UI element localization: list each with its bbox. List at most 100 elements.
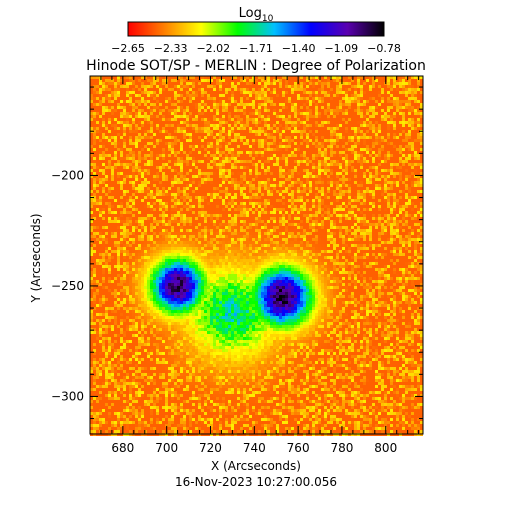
heatmap-cell xyxy=(372,181,375,184)
heatmap-cell xyxy=(135,175,138,178)
heatmap-cell xyxy=(315,187,318,190)
heatmap-cell xyxy=(399,148,402,151)
heatmap-cell xyxy=(168,106,171,109)
heatmap-cell xyxy=(276,94,279,97)
heatmap-cell xyxy=(147,121,150,124)
heatmap-cell xyxy=(168,136,171,139)
heatmap-cell xyxy=(243,121,246,124)
heatmap-cell xyxy=(396,139,399,142)
heatmap-cell xyxy=(222,127,225,130)
chart-title: Hinode SOT/SP - MERLIN : Degree of Polar… xyxy=(86,58,426,74)
heatmap-cell xyxy=(168,124,171,127)
heatmap-cell xyxy=(291,97,294,100)
heatmap-cell xyxy=(234,115,237,118)
heatmap-cell xyxy=(174,97,177,100)
heatmap-cell xyxy=(396,130,399,133)
heatmap-cell xyxy=(267,157,270,160)
heatmap-cell xyxy=(171,118,174,121)
heatmap-cell xyxy=(357,115,360,118)
heatmap-cell xyxy=(96,85,99,88)
heatmap-cell xyxy=(408,166,411,169)
heatmap-cell xyxy=(291,115,294,118)
heatmap-cell xyxy=(324,100,327,103)
heatmap-cell xyxy=(279,88,282,91)
heatmap-cell xyxy=(138,196,141,199)
heatmap-cell xyxy=(273,106,276,109)
heatmap-cell xyxy=(207,160,210,163)
heatmap-cell xyxy=(177,139,180,142)
heatmap-cell xyxy=(129,115,132,118)
heatmap-cell xyxy=(339,130,342,133)
heatmap-cell xyxy=(405,106,408,109)
heatmap-cell xyxy=(96,115,99,118)
heatmap-cell xyxy=(411,154,414,157)
heatmap-cell xyxy=(195,199,198,202)
heatmap-cell xyxy=(240,103,243,106)
heatmap-cell xyxy=(402,130,405,133)
heatmap-cell xyxy=(198,181,201,184)
heatmap-cell xyxy=(417,91,420,94)
heatmap-cell xyxy=(216,169,219,172)
heatmap-cell xyxy=(183,160,186,163)
heatmap-cell xyxy=(201,193,204,196)
heatmap-cell xyxy=(144,139,147,142)
heatmap-cell xyxy=(234,100,237,103)
heatmap-cell xyxy=(252,109,255,112)
heatmap-cell xyxy=(201,94,204,97)
heatmap-cell xyxy=(366,145,369,148)
heatmap-cell xyxy=(243,193,246,196)
heatmap-cell xyxy=(246,115,249,118)
heatmap-cell xyxy=(96,76,99,79)
heatmap-cell xyxy=(102,76,105,79)
heatmap-cell xyxy=(120,190,123,193)
heatmap-cell xyxy=(90,145,93,148)
heatmap-cell xyxy=(321,76,324,79)
heatmap-cell xyxy=(381,151,384,154)
heatmap-cell xyxy=(147,97,150,100)
heatmap-cell xyxy=(102,175,105,178)
colorbar-tick-label: −2.02 xyxy=(196,42,230,55)
heatmap-cell xyxy=(90,181,93,184)
heatmap-cell xyxy=(240,127,243,130)
heatmap-cell xyxy=(408,157,411,160)
heatmap-cell xyxy=(261,148,264,151)
heatmap-cell xyxy=(291,172,294,175)
heatmap-cell xyxy=(360,157,363,160)
heatmap-cell xyxy=(366,88,369,91)
heatmap-cell xyxy=(162,178,165,181)
heatmap-cell xyxy=(327,124,330,127)
heatmap-cell xyxy=(102,91,105,94)
heatmap-cell xyxy=(330,91,333,94)
heatmap-cell xyxy=(339,142,342,145)
heatmap-cell xyxy=(186,148,189,151)
heatmap-cell xyxy=(189,136,192,139)
heatmap-cell xyxy=(216,181,219,184)
heatmap-cell xyxy=(177,202,180,205)
heatmap-cell xyxy=(183,115,186,118)
heatmap-cell xyxy=(306,151,309,154)
heatmap-cell xyxy=(189,127,192,130)
heatmap-cell xyxy=(216,154,219,157)
heatmap-cell xyxy=(105,154,108,157)
heatmap-cell xyxy=(339,82,342,85)
heatmap-cell xyxy=(327,118,330,121)
heatmap-cell xyxy=(405,124,408,127)
heatmap-cell xyxy=(360,109,363,112)
heatmap-cell xyxy=(159,199,162,202)
heatmap-cell xyxy=(93,196,96,199)
heatmap-cell xyxy=(270,175,273,178)
heatmap-cell xyxy=(402,145,405,148)
heatmap-cell xyxy=(204,151,207,154)
heatmap-cell xyxy=(285,166,288,169)
heatmap-cell xyxy=(318,133,321,136)
heatmap-cell xyxy=(396,160,399,163)
heatmap-cell xyxy=(291,199,294,202)
heatmap-cell xyxy=(123,208,126,211)
heatmap-cell xyxy=(282,88,285,91)
heatmap-cell xyxy=(222,160,225,163)
heatmap-cell xyxy=(102,145,105,148)
heatmap-cell xyxy=(210,148,213,151)
heatmap-cell xyxy=(333,151,336,154)
heatmap-cell xyxy=(246,136,249,139)
heatmap-cell xyxy=(336,136,339,139)
